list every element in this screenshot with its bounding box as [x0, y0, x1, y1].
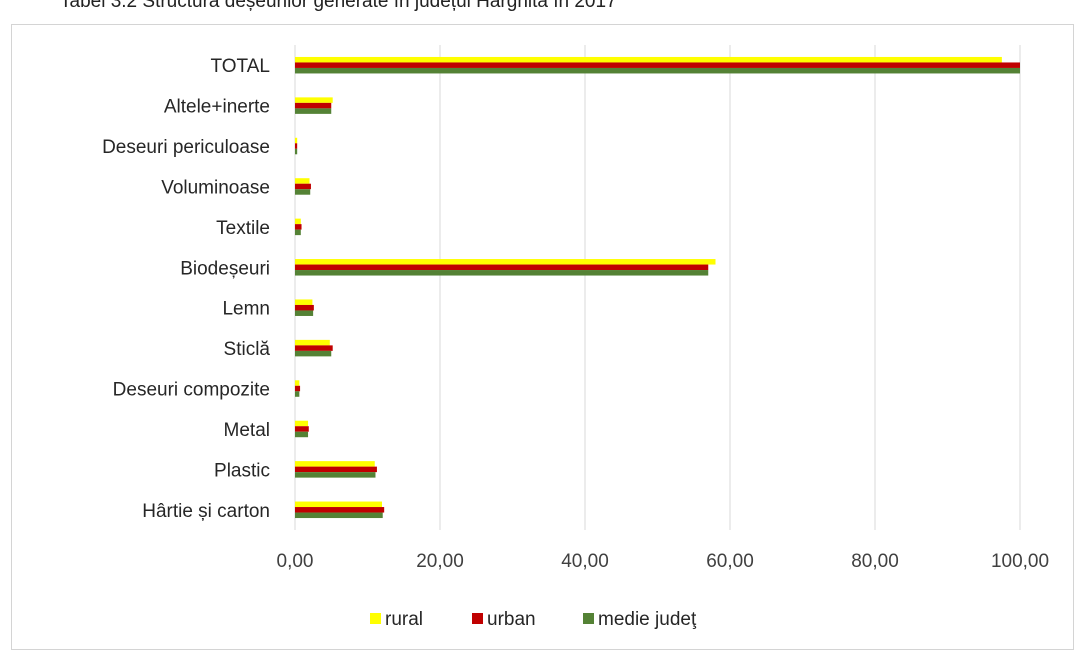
bar-rural-altele-inerte [295, 97, 333, 103]
bar-rural-lemn [295, 299, 313, 305]
bar-medie-judet-lemn [295, 310, 314, 316]
legend-label-rural: rural [385, 609, 423, 630]
bar-medie-judet-textile [295, 229, 301, 236]
category-label-total: TOTAL [211, 56, 270, 77]
bar-urban-lemn [295, 304, 314, 311]
bar-urban-textile [295, 224, 302, 230]
bar-rural-metal [295, 420, 309, 427]
category-label-lemn: Lemn [222, 299, 270, 320]
legend-swatch-rural [370, 613, 381, 624]
category-label-hartie-si-carton: Hârtie și carton [142, 501, 270, 522]
category-label-altele-inerte: Altele+inerte [164, 97, 270, 118]
bar-medie-judet-biodeseuri [295, 270, 709, 276]
bar-medie-judet-plastic [295, 472, 376, 478]
chart-frame [11, 24, 1074, 650]
legend-label-medie-judet: medie judeţ [598, 609, 697, 630]
x-tick-label: 0,00 [277, 551, 314, 572]
bar-medie-judet-sticla [295, 350, 332, 357]
bar-rural-plastic [295, 461, 375, 467]
category-label-deseuri-compozite: Deseuri compozite [113, 380, 270, 401]
x-tick-label: 20,00 [416, 551, 464, 572]
bar-urban-deseuri-periculoase [295, 143, 298, 149]
legend-swatch-medie-judet [583, 613, 594, 624]
bar-medie-judet-hartie-si-carton [295, 512, 383, 519]
bar-urban-plastic [295, 466, 377, 473]
category-labels: Hârtie și carton Plastic Metal Deseuri comp… [102, 56, 270, 522]
bar-medie-judet-deseuri-compozite [295, 391, 300, 397]
bar-urban-sticla [295, 345, 333, 351]
legend: rural urban medie judeţ [370, 609, 697, 630]
category-label-voluminoase: Voluminoase [161, 177, 270, 198]
bar-rural-biodeseuri [295, 259, 716, 265]
bar-urban-biodeseuri [295, 264, 709, 271]
gridlines [294, 45, 1021, 530]
x-tick-label: 80,00 [851, 551, 899, 572]
bars [295, 56, 1020, 519]
chart-caption: Tabel 3.2 Structura deșeurilor generate … [60, 0, 617, 12]
bar-rural-voluminoase [295, 178, 310, 184]
bar-urban-deseuri-compozite [295, 385, 301, 392]
bar-rural-total [295, 56, 1002, 63]
category-label-metal: Metal [224, 420, 270, 441]
bar-medie-judet-total [295, 67, 1020, 74]
x-tick-labels: 0,00 20,00 40,00 60,00 80,00 100,00 [277, 551, 1050, 572]
bar-rural-hartie-si-carton [295, 501, 382, 508]
bar-urban-total [295, 62, 1020, 68]
bar-medie-judet-deseuri-periculoase [295, 148, 298, 155]
bar-rural-deseuri-periculoase [295, 137, 298, 144]
category-label-plastic: Plastic [214, 460, 270, 481]
bar-rural-sticla [295, 339, 330, 346]
bar-rural-textile [295, 218, 301, 225]
bar-urban-hartie-si-carton [295, 507, 385, 513]
category-label-deseuri-periculoase: Deseuri periculoase [102, 137, 270, 158]
bar-medie-judet-voluminoase [295, 189, 311, 195]
bar-urban-voluminoase [295, 183, 311, 190]
category-label-sticla: Sticlă [224, 339, 271, 360]
x-tick-label: 40,00 [561, 551, 609, 572]
x-tick-label: 60,00 [706, 551, 754, 572]
bar-medie-judet-altele-inerte [295, 108, 332, 114]
category-label-textile: Textile [216, 218, 270, 239]
legend-label-urban: urban [487, 609, 536, 630]
bar-medie-judet-metal [295, 431, 309, 438]
bar-rural-deseuri-compozite [295, 380, 300, 386]
x-tick-label: 100,00 [991, 551, 1049, 572]
bar-urban-metal [295, 426, 309, 432]
bar-urban-altele-inerte [295, 102, 332, 109]
legend-swatch-urban [472, 613, 483, 624]
category-label-biodeseuri: Biodeșeuri [180, 258, 270, 279]
